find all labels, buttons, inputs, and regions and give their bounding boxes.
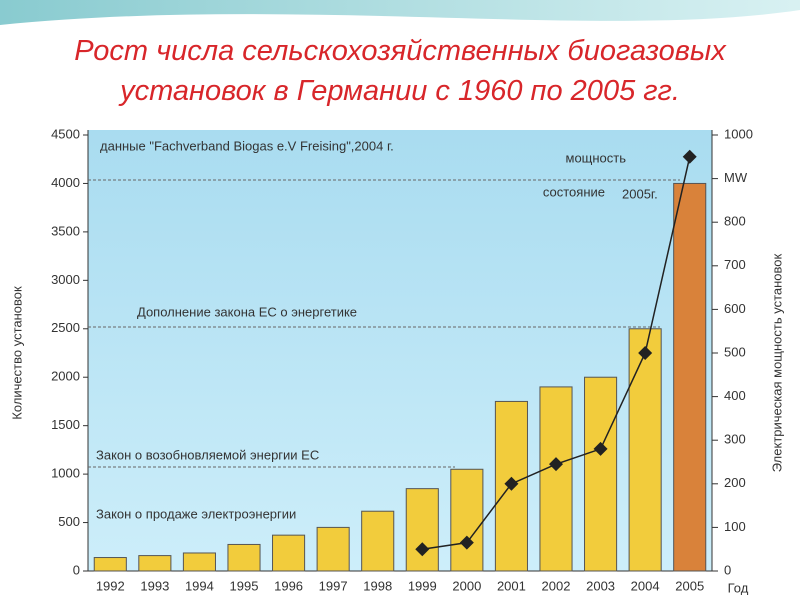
- bar: [272, 534, 306, 572]
- line-marker: [415, 542, 430, 557]
- bar: [138, 555, 172, 572]
- x-tick-label: 1992: [96, 578, 125, 593]
- x-tick-label: 1994: [185, 578, 214, 593]
- annotation: Дополнение закона ЕС о энергетике: [137, 304, 357, 319]
- y-tick-label: 1000: [51, 466, 80, 481]
- annotation: 2005г.: [622, 186, 658, 201]
- annotation: мощность: [566, 150, 627, 165]
- annotation: Закон о возобновляемой энергии ЕС: [96, 447, 319, 462]
- line-marker: [504, 476, 519, 491]
- bar: [227, 543, 261, 572]
- x-tick-label: 1993: [140, 578, 169, 593]
- line-marker: [593, 441, 608, 456]
- line-marker: [549, 457, 563, 472]
- y-tick-label: 4000: [51, 175, 80, 190]
- y-tick-label: 4500: [51, 126, 80, 141]
- y-tick-label: 0: [73, 562, 80, 577]
- bar: [182, 552, 216, 572]
- y2-tick-label: MW: [724, 170, 748, 185]
- y2-tick-label: 100: [724, 519, 746, 534]
- line-marker: [638, 346, 653, 360]
- y-tick-label: 2500: [51, 320, 80, 335]
- annotation: состояние: [543, 184, 605, 199]
- x-tick-label: 2003: [586, 578, 615, 593]
- x-tick-label: 1998: [363, 578, 392, 593]
- y2-axis-title: Электрическая мощность установок: [769, 253, 784, 472]
- y2-tick-label: 0: [724, 562, 731, 577]
- header-wave: [0, 0, 800, 25]
- annotation: данные "Fachverband Biogas e.V Freising"…: [100, 138, 394, 153]
- y2-tick-label: 300: [724, 432, 746, 447]
- bar: [450, 468, 484, 572]
- chart-title: Рост числа сельскохозяйственных биогазов…: [74, 35, 727, 107]
- bar: [673, 182, 707, 572]
- bar: [93, 557, 127, 572]
- bar: [584, 376, 618, 572]
- line-marker: [682, 149, 697, 164]
- y-tick-label: 2000: [51, 369, 80, 384]
- y2-tick-label: 200: [724, 475, 746, 490]
- y-axis-title: Количество установок: [9, 286, 24, 420]
- y-tick-label: 3500: [51, 223, 80, 238]
- y2-tick-label: 1000: [724, 126, 753, 141]
- y-tick-label: 3000: [51, 272, 80, 287]
- y-tick-label: 1500: [51, 417, 80, 432]
- annotation: Закон о продаже электроэнергии: [96, 506, 296, 521]
- x-tick-label: 1995: [230, 578, 259, 593]
- plot-area: [88, 130, 712, 571]
- x-tick-label: 2002: [542, 578, 571, 593]
- x-tick-label: 2000: [452, 578, 481, 593]
- x-axis-title: Год: [728, 580, 749, 595]
- y-tick-label: 500: [58, 514, 80, 529]
- bar: [628, 328, 662, 572]
- x-tick-label: 2005: [675, 578, 704, 593]
- x-tick-label: 1999: [408, 578, 437, 593]
- y2-tick-label: 600: [724, 301, 746, 316]
- bar: [539, 386, 573, 572]
- x-tick-label: 1997: [319, 578, 348, 593]
- x-tick-label: 2004: [631, 578, 660, 593]
- line-marker: [459, 535, 474, 550]
- y2-tick-label: 400: [724, 388, 746, 403]
- y2-tick-label: 800: [724, 214, 746, 229]
- y2-tick-label: 500: [724, 344, 746, 359]
- y2-tick-label: 700: [724, 257, 746, 272]
- bar: [405, 488, 439, 572]
- bar: [316, 526, 350, 572]
- x-tick-label: 2001: [497, 578, 526, 593]
- x-tick-label: 1996: [274, 578, 303, 593]
- bar: [361, 510, 395, 572]
